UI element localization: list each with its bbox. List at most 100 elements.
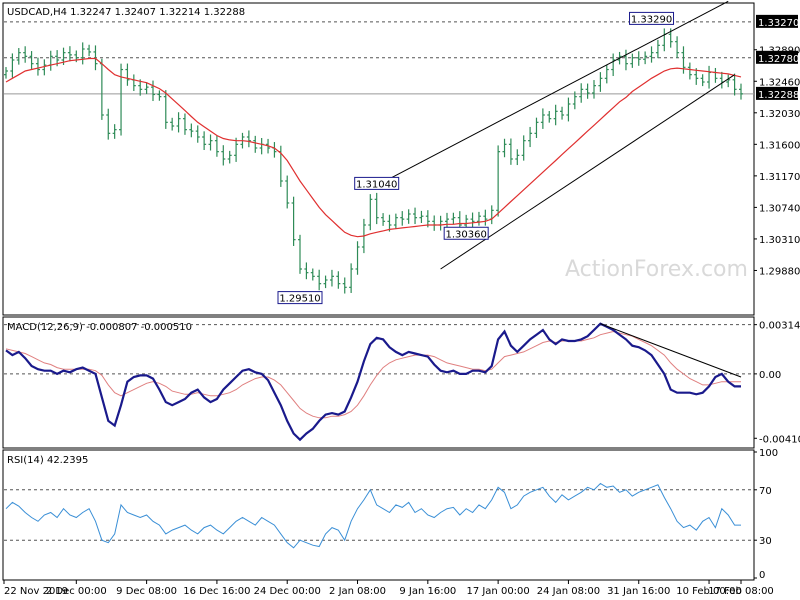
ohlc-bar	[719, 71, 724, 89]
ohlc-bar	[106, 108, 111, 140]
y-tick-label: 0.00314	[759, 321, 800, 332]
ohlc-bar	[355, 241, 360, 275]
x-tick-label: 22 Nov 2019	[4, 586, 68, 597]
ohlc-bar	[496, 145, 501, 217]
rsi-line-path	[5, 482, 741, 549]
price-annotation: 1.33290	[629, 11, 675, 25]
ohlc-bar	[655, 39, 660, 59]
price-channel	[376, 0, 735, 270]
price-tag-label: 1.32780	[758, 54, 799, 65]
macd-panel-title: MACD(12,26,9) -0.000807 -0.000510	[7, 322, 192, 333]
ohlc-bar	[329, 269, 334, 287]
ohlc-bar	[592, 80, 596, 99]
macd-main-line	[5, 322, 741, 442]
ohlc-bar	[131, 74, 136, 92]
rsi-dashed-levels	[4, 489, 754, 541]
y-tick-label: 1.32460	[759, 77, 800, 88]
ohlc-bar	[470, 212, 475, 228]
ohlc-bar	[16, 48, 21, 65]
y-tick-label: 1.31600	[759, 140, 800, 151]
x-tick-label: 2 Dec 00:00	[46, 586, 107, 597]
ohlc-bar	[151, 80, 155, 102]
ohlc-bar	[400, 211, 405, 226]
y-tick-label: 0.00	[759, 370, 781, 381]
ohlc-bar	[502, 138, 507, 158]
ohlc-bar	[291, 196, 296, 246]
price-y-axis: 1.328901.324601.320301.316001.311701.307…	[754, 46, 800, 277]
ohlc-bar	[604, 64, 609, 84]
watermark: ActionForex.com	[565, 257, 748, 282]
macd-y-axis: 0.00314 0.00 -0.004108	[754, 321, 800, 445]
price-annotations: 1.29510 1.31040 1.30360 1.33290	[277, 11, 675, 305]
annotation-label: 1.30360	[445, 229, 486, 240]
ohlc-bar	[125, 63, 130, 86]
ohlc-bar	[112, 124, 117, 139]
ohlc-bar	[675, 36, 680, 59]
x-tick-label: 16 Dec 16:00	[183, 586, 250, 597]
y-tick-label: -0.004108	[759, 434, 800, 445]
ohlc-bar	[99, 58, 104, 120]
ohlc-bar	[234, 137, 239, 162]
ohlc-bar	[342, 277, 347, 294]
channel-lower-line	[440, 74, 735, 270]
ohlc-bar	[176, 112, 181, 133]
ohlc-bar	[681, 46, 686, 74]
ohlc-bar	[560, 106, 565, 120]
ohlc-bar	[393, 213, 398, 230]
ohlc-bar	[483, 209, 488, 226]
ohlc-bar	[214, 135, 219, 157]
price-tag-box	[756, 86, 798, 100]
x-tick-label: 9 Jan 16:00	[399, 586, 456, 597]
ohlc-bar	[508, 138, 513, 165]
ohlc-bar	[42, 59, 47, 76]
ohlc-bar	[221, 145, 226, 166]
y-tick-label: 100	[759, 448, 778, 459]
ohlc-bar	[553, 104, 558, 126]
ohlc-bar	[80, 42, 85, 65]
ohlc-bar	[643, 51, 648, 65]
ohlc-bar	[349, 263, 354, 293]
ohlc-bar	[163, 90, 168, 129]
x-tick-label: 10 Feb 00:00	[676, 586, 742, 597]
price-dashed-levels	[4, 21, 754, 95]
ohlc-bar	[189, 123, 194, 138]
ohlc-bar	[336, 271, 341, 289]
ohlc-bar	[368, 194, 373, 231]
ohlc-bar	[381, 213, 386, 226]
ohlc-bar	[208, 134, 213, 151]
ohlc-bar	[707, 65, 712, 89]
annotation-box	[354, 176, 400, 190]
ohlc-bar	[662, 28, 667, 52]
x-tick-label: 9 Dec 08:00	[116, 586, 177, 597]
ohlc-bar	[310, 268, 315, 281]
y-tick-label: 1.30310	[759, 235, 800, 246]
ohlc-bar	[374, 192, 379, 225]
price-annotation: 1.31040	[354, 176, 400, 190]
ohlc-bar	[413, 207, 418, 225]
x-tick-label: 17 Feb 08:00	[708, 586, 774, 597]
y-tick-label: 1.32030	[759, 109, 800, 120]
channel-upper-line	[376, 0, 729, 186]
price-bars	[4, 28, 743, 294]
ohlc-bar	[387, 214, 392, 232]
price-tag-label: 1.32288	[758, 90, 799, 101]
macd-lines	[5, 322, 742, 442]
ohlc-bar	[317, 269, 322, 291]
price-tag: 1.32780	[756, 50, 799, 65]
ohlc-bar	[138, 79, 143, 96]
ohlc-bar	[23, 46, 28, 63]
moving-average	[5, 57, 742, 238]
x-tick-label: 17 Jan 00:00	[466, 586, 529, 597]
x-tick-label: 31 Jan 16:00	[607, 586, 670, 597]
ohlc-bar	[726, 74, 731, 88]
ohlc-bar	[10, 53, 15, 78]
ohlc-bar	[611, 53, 616, 77]
ohlc-bar	[521, 135, 526, 161]
ohlc-bar	[419, 210, 424, 223]
ohlc-bar	[579, 83, 584, 103]
ohlc-bar	[630, 53, 635, 68]
ohlc-bar	[144, 82, 149, 95]
ohlc-bar	[35, 57, 40, 76]
ohlc-bar	[48, 50, 53, 71]
macd-panel-frame	[2, 316, 755, 449]
